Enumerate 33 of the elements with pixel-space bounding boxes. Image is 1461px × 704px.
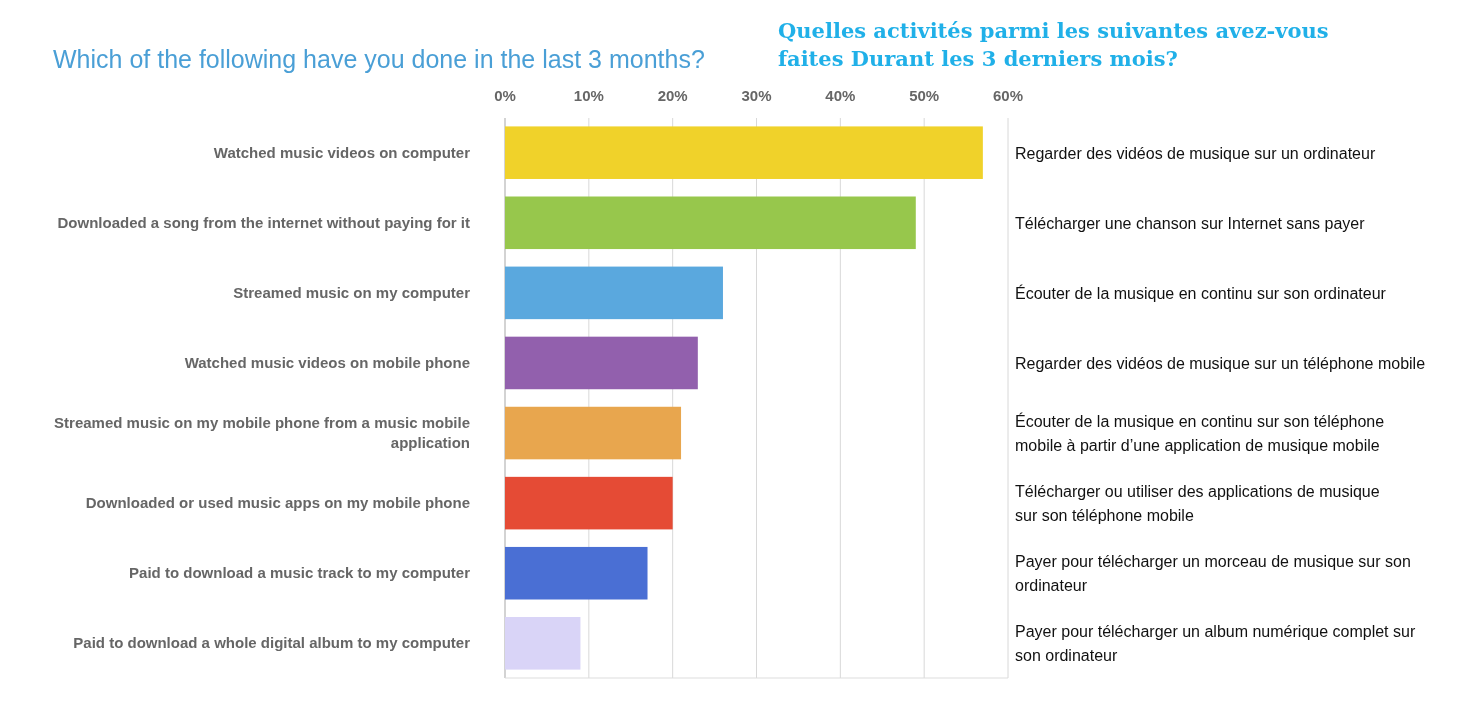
text: Écouter de la musique en continu sur son téléphone mobile à partir d’une application de musique mobile [1015, 412, 1385, 455]
x-tick-label: 30% [741, 87, 772, 104]
y-tick-label: Streamed music on my mobile phone from a music mobile application [54, 414, 470, 452]
bar [505, 546, 648, 600]
x-tick-label: 20% [657, 87, 688, 104]
y-tick-label: Paid to download a music track to my computer [129, 564, 471, 582]
y-tick-label: Watched music videos on mobile phone [184, 353, 470, 371]
bar [505, 126, 983, 179]
bar [505, 266, 723, 320]
text: Regarder des vidéos de musique sur un téléphone mobile [1015, 354, 1426, 372]
text: Payer pour télécharger un morceau de musique sur son ordinateur [1015, 553, 1411, 595]
text: Télécharger ou utiliser des applications de musique sur son téléphone mobile [1015, 483, 1380, 525]
x-tick-label: 0% [494, 87, 516, 104]
y-tick-label: Downloaded a song from the internet without paying for it [57, 213, 470, 231]
bar [505, 336, 698, 390]
bar [505, 196, 916, 250]
y-tick-label: Watched music videos on computer [213, 143, 471, 161]
x-tick-label: 60% [992, 87, 1024, 104]
y-tick-label: Streamed music on my computer [233, 283, 471, 301]
bar [505, 476, 673, 530]
bar [505, 617, 581, 670]
bar [505, 406, 682, 460]
x-tick-label: 40% [825, 87, 856, 104]
chart-title: Which of the following have you done in the last 3 months? [53, 45, 705, 73]
text: Quelles activités parmi les suivantes avez-vous faites Durant les 3 derniers mois? [778, 18, 1329, 71]
x-tick-label: 10% [573, 87, 604, 104]
text: Regarder des vidéos de musique sur un ordinateur [1015, 144, 1376, 162]
text: Payer pour télécharger un album numérique complet sur son ordinateur [1015, 623, 1416, 665]
y-tick-label: Downloaded or used music apps on my mobile phone [85, 494, 470, 512]
text: Télécharger une chanson sur Internet sans payer [1015, 214, 1366, 232]
x-tick-label: 50% [909, 87, 940, 104]
text: Écouter de la musique en continu sur son ordinateur [1015, 283, 1387, 302]
y-tick-label: Paid to download a whole digital album to my computer [73, 634, 471, 652]
